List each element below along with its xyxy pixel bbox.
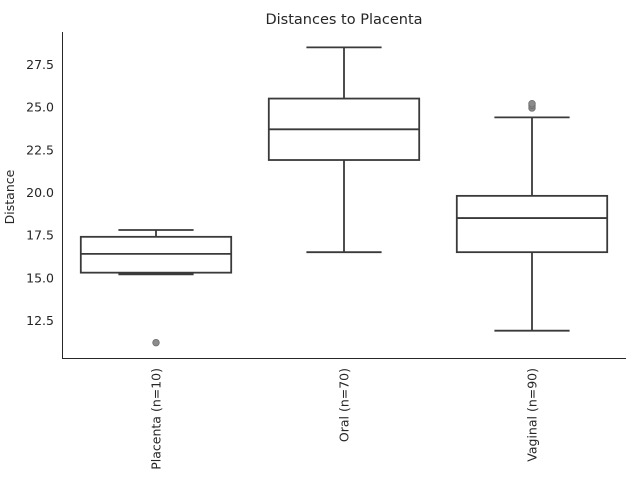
box-group	[267, 46, 421, 254]
outlier-point	[152, 338, 160, 347]
iqr-box	[455, 194, 609, 254]
y-tick-labels: 12.5 15.0 17.5 20.0 22.5 25.0 27.5	[26, 57, 54, 328]
outlier-point	[528, 99, 536, 108]
x-tick-label: Placenta (n=10)	[149, 368, 164, 470]
y-tick-label: 12.5	[26, 313, 54, 328]
y-tick-label: 17.5	[26, 228, 54, 243]
box-group	[455, 99, 609, 332]
y-tick-label: 25.0	[26, 100, 54, 115]
chart-title: Distances to Placenta	[265, 12, 422, 28]
y-tick-label: 20.0	[26, 185, 54, 200]
x-tick-label: Vaginal (n=90)	[525, 368, 540, 462]
x-tick-label: Oral (n=70)	[337, 368, 352, 442]
x-tick-labels: Placenta (n=10) Oral (n=70) Vaginal (n=90)	[149, 368, 540, 470]
box-group	[79, 229, 233, 347]
y-tick-label: 15.0	[26, 270, 54, 285]
y-tick-label: 27.5	[26, 57, 54, 72]
boxes	[79, 46, 609, 347]
y-axis-label: Distance	[2, 169, 17, 224]
y-tick-label: 22.5	[26, 142, 54, 157]
